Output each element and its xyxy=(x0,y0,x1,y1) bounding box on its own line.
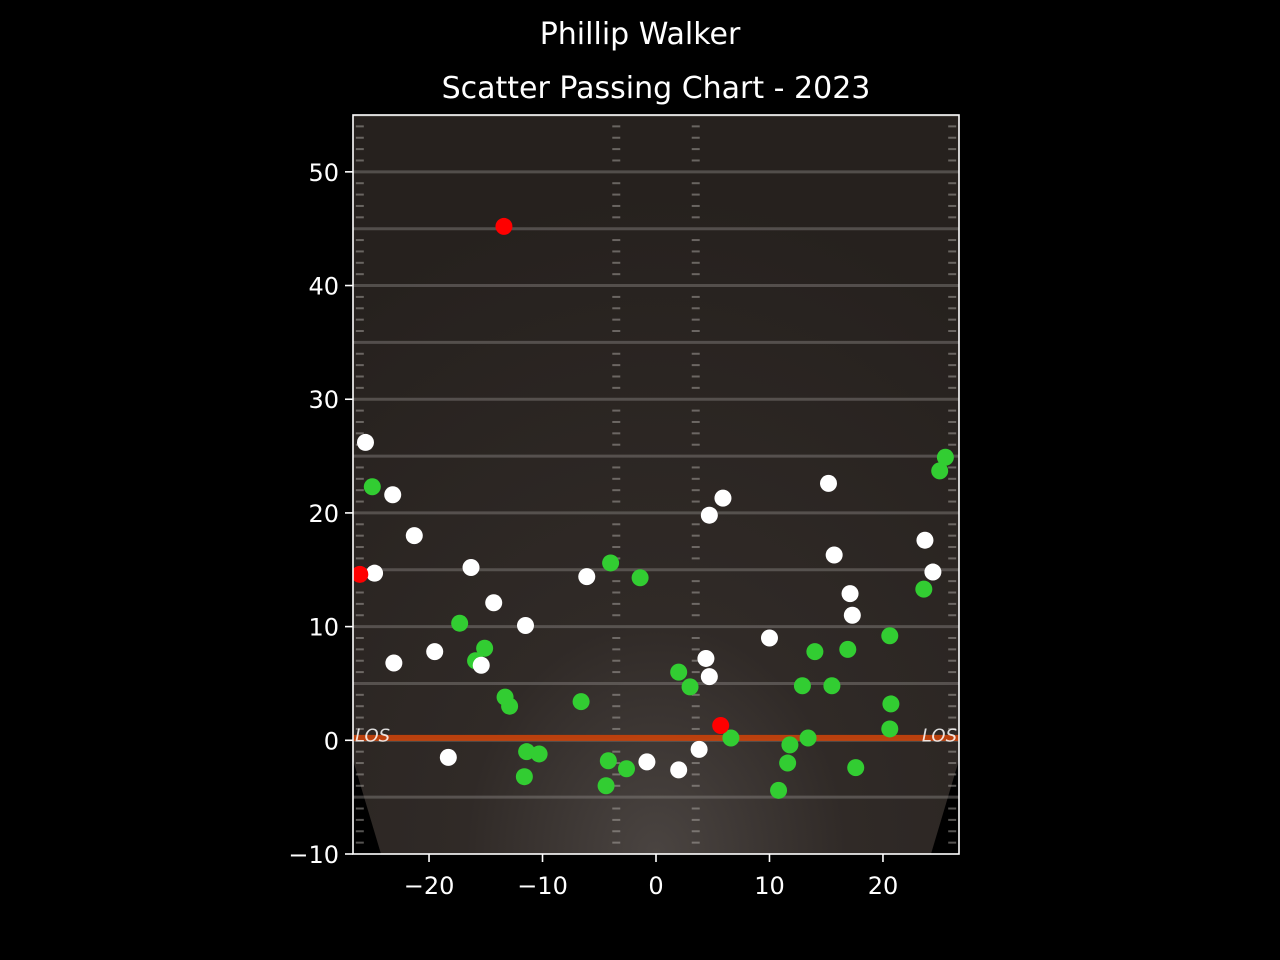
pass-point-series-0 xyxy=(363,478,381,496)
pass-point-series-1 xyxy=(760,629,778,647)
pass-point-series-1 xyxy=(670,761,688,779)
field-corner-left xyxy=(353,760,381,854)
pass-point-series-0 xyxy=(881,627,899,645)
los-label-left: LOS xyxy=(355,725,390,746)
x-tick-label: −20 xyxy=(404,872,455,900)
pass-point-series-1 xyxy=(578,568,596,586)
pass-point-series-1 xyxy=(700,668,718,686)
x-axis: −20 −10 0 10 20 xyxy=(404,854,899,900)
x-tick-label: 10 xyxy=(754,872,785,900)
pass-point-series-1 xyxy=(924,563,942,581)
pass-point-series-1 xyxy=(697,649,715,667)
pass-point-series-0 xyxy=(839,640,857,658)
plot-area: LOS LOS xyxy=(353,115,959,854)
chart-suptitle: Phillip Walker xyxy=(540,17,741,52)
pass-point-series-1 xyxy=(366,564,384,582)
pass-point-series-0 xyxy=(515,768,533,786)
pass-point-series-2 xyxy=(712,717,730,735)
field-background xyxy=(353,115,959,854)
pass-point-series-0 xyxy=(572,693,590,711)
pass-point-series-1 xyxy=(384,486,402,504)
pass-point-series-1 xyxy=(700,506,718,524)
pass-point-series-0 xyxy=(476,639,494,657)
pass-point-series-0 xyxy=(779,754,797,772)
pass-point-series-0 xyxy=(882,695,900,713)
pass-point-series-0 xyxy=(781,736,799,754)
x-tick-label: −10 xyxy=(517,872,568,900)
pass-point-series-0 xyxy=(793,677,811,695)
pass-point-series-1 xyxy=(472,656,490,674)
pass-point-series-1 xyxy=(385,654,403,672)
chart-title: Scatter Passing Chart - 2023 xyxy=(442,71,871,106)
y-tick-label: 20 xyxy=(308,500,339,528)
line-of-scrimmage xyxy=(353,734,959,741)
pass-point-series-1 xyxy=(356,433,374,451)
y-tick-label: 50 xyxy=(308,159,339,187)
pass-point-series-1 xyxy=(462,558,480,576)
pass-point-series-0 xyxy=(451,614,469,632)
pass-point-series-1 xyxy=(690,740,708,758)
pass-point-series-0 xyxy=(530,745,548,763)
pass-point-series-1 xyxy=(485,594,503,612)
pass-point-series-1 xyxy=(426,643,444,661)
pass-point-series-0 xyxy=(722,729,740,747)
y-axis: −10 0 10 20 30 40 50 xyxy=(288,159,353,869)
los-label-right: LOS xyxy=(922,725,957,746)
pass-point-series-1 xyxy=(405,527,423,545)
pass-point-series-1 xyxy=(841,585,859,603)
pass-point-series-0 xyxy=(617,760,635,778)
pass-point-series-0 xyxy=(847,759,865,777)
pass-point-series-1 xyxy=(825,546,843,564)
pass-point-series-2 xyxy=(495,217,513,235)
pass-point-series-0 xyxy=(881,720,899,738)
pass-point-series-0 xyxy=(602,554,620,572)
y-tick-label: 10 xyxy=(308,614,339,642)
pass-point-series-0 xyxy=(936,448,954,466)
pass-point-series-1 xyxy=(714,489,732,507)
pass-point-series-0 xyxy=(631,569,649,587)
pass-point-series-0 xyxy=(681,678,699,696)
pass-points xyxy=(353,217,954,799)
pass-point-series-0 xyxy=(915,580,933,598)
y-tick-label: −10 xyxy=(288,841,339,869)
y-tick-label: 0 xyxy=(324,727,339,755)
pass-point-series-1 xyxy=(638,753,656,771)
pass-point-series-0 xyxy=(823,677,841,695)
pass-point-series-1 xyxy=(819,474,837,492)
pass-point-series-1 xyxy=(843,606,861,624)
pass-point-series-2 xyxy=(353,565,369,583)
pass-point-series-0 xyxy=(670,663,688,681)
pass-point-series-0 xyxy=(501,697,519,715)
x-tick-label: 0 xyxy=(648,872,663,900)
pass-point-series-1 xyxy=(916,531,934,549)
pass-point-series-1 xyxy=(516,616,534,634)
pass-point-series-0 xyxy=(806,643,824,661)
field-corner-right xyxy=(931,760,959,854)
y-tick-label: 40 xyxy=(308,273,339,301)
pass-point-series-0 xyxy=(597,777,615,795)
x-tick-label: 20 xyxy=(868,872,899,900)
pass-point-series-1 xyxy=(439,748,457,766)
pass-point-series-0 xyxy=(799,729,817,747)
pass-point-series-0 xyxy=(770,781,788,799)
pass-point-series-0 xyxy=(599,752,617,770)
y-tick-label: 30 xyxy=(308,386,339,414)
pass-point-series-0 xyxy=(931,462,949,480)
